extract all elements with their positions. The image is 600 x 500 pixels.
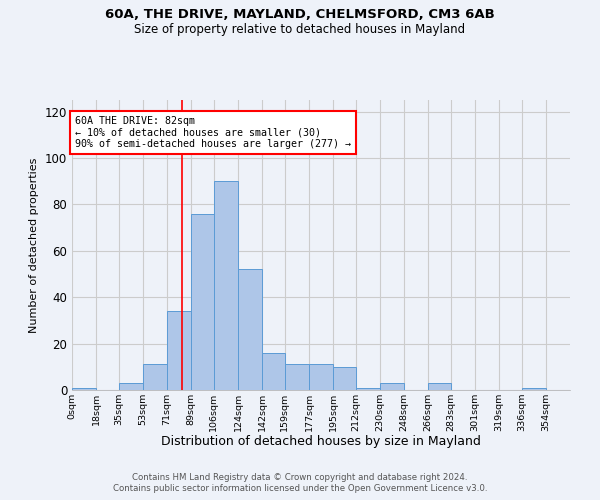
Bar	[333, 367, 356, 390]
Bar	[191, 214, 214, 390]
Text: 60A THE DRIVE: 82sqm
← 10% of detached houses are smaller (30)
90% of semi-detac: 60A THE DRIVE: 82sqm ← 10% of detached h…	[74, 116, 350, 150]
Bar	[380, 383, 404, 390]
Text: Distribution of detached houses by size in Mayland: Distribution of detached houses by size …	[161, 435, 481, 448]
Bar	[356, 388, 380, 390]
Bar	[167, 311, 191, 390]
Bar	[262, 353, 285, 390]
Bar	[143, 364, 167, 390]
Y-axis label: Number of detached properties: Number of detached properties	[29, 158, 39, 332]
Bar	[522, 388, 546, 390]
Bar	[309, 364, 333, 390]
Bar	[72, 388, 96, 390]
Bar	[285, 364, 309, 390]
Text: Size of property relative to detached houses in Mayland: Size of property relative to detached ho…	[134, 22, 466, 36]
Text: Contains public sector information licensed under the Open Government Licence v3: Contains public sector information licen…	[113, 484, 487, 493]
Bar	[428, 383, 451, 390]
Bar	[119, 383, 143, 390]
Text: 60A, THE DRIVE, MAYLAND, CHELMSFORD, CM3 6AB: 60A, THE DRIVE, MAYLAND, CHELMSFORD, CM3…	[105, 8, 495, 20]
Bar	[238, 270, 262, 390]
Text: Contains HM Land Registry data © Crown copyright and database right 2024.: Contains HM Land Registry data © Crown c…	[132, 472, 468, 482]
Bar	[214, 181, 238, 390]
